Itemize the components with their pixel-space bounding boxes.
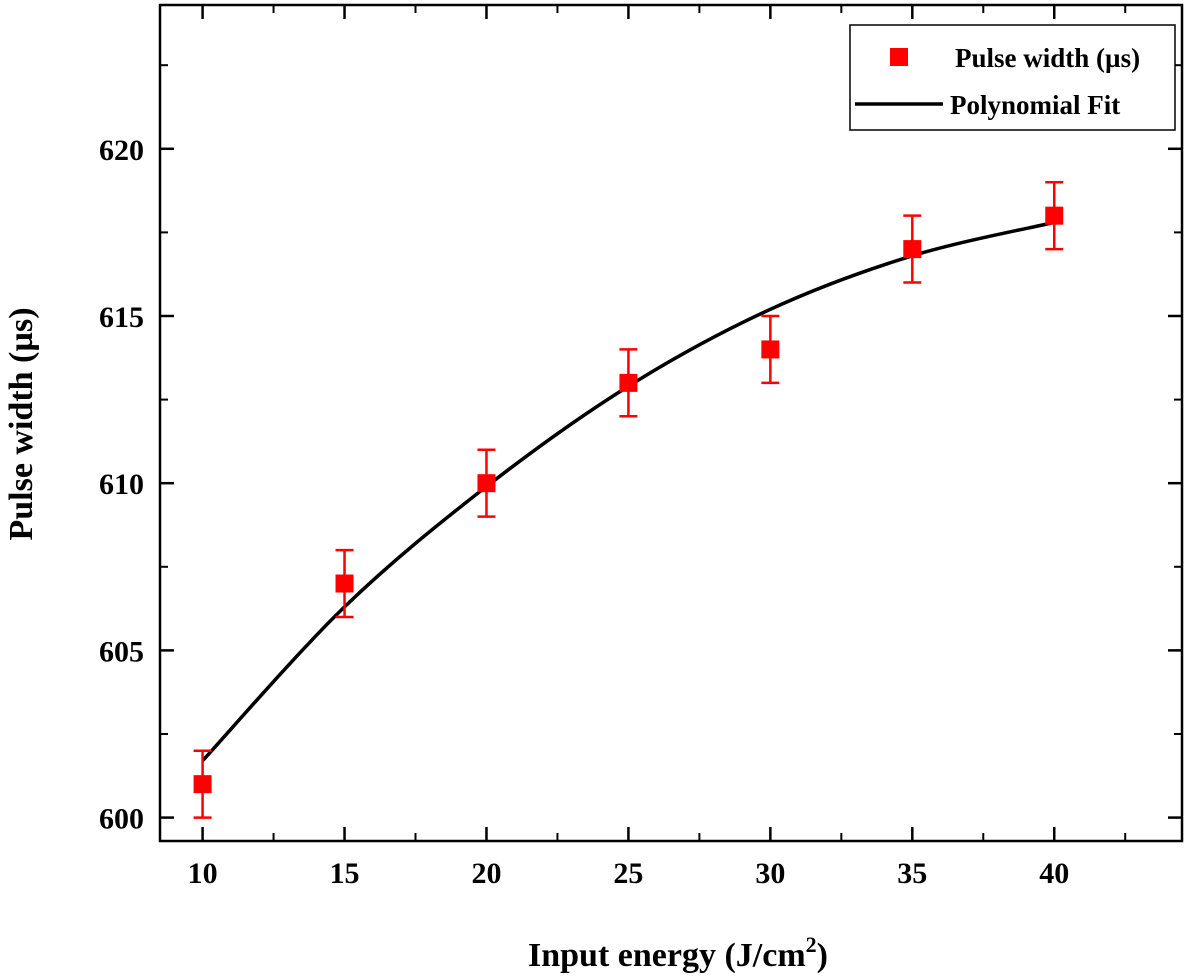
x-tick-label: 10 xyxy=(188,857,218,890)
x-tick-label: 40 xyxy=(1039,857,1069,890)
data-point xyxy=(619,373,638,392)
y-axis-ticks: 600 605 610 615 620 xyxy=(99,64,1182,836)
y-tick-label: 610 xyxy=(99,468,144,501)
fit-layer xyxy=(201,220,1055,762)
data-point xyxy=(477,474,496,493)
y-axis-title: Pulse width (µs) xyxy=(3,307,40,540)
data-point xyxy=(1045,206,1064,225)
legend-label-polynomial-fit: Polynomial Fit xyxy=(950,90,1120,120)
x-axis-title-superscript: 2 xyxy=(806,932,817,957)
data-point xyxy=(193,775,212,794)
legend-box xyxy=(849,24,1176,131)
data-point xyxy=(761,340,780,359)
x-axis-title-close: ) xyxy=(817,937,828,974)
y-tick-label: 605 xyxy=(99,635,144,668)
x-tick-label: 35 xyxy=(897,857,927,890)
y-tick-label: 615 xyxy=(99,301,144,334)
y-tick-label: 600 xyxy=(99,803,144,836)
y-tick-label: 620 xyxy=(99,134,144,167)
legend: Pulse width (µs) Polynomial Fit xyxy=(849,24,1176,131)
x-tick-label: 20 xyxy=(471,857,501,890)
polynomial-fit-line xyxy=(201,220,1055,762)
x-tick-label: 25 xyxy=(613,857,643,890)
x-axis-ticks: 10 15 20 25 30 35 40 xyxy=(188,5,1127,890)
legend-marker-pulse-width xyxy=(890,48,908,66)
x-axis-title-main: Input energy (J/cm xyxy=(528,937,806,974)
points-layer xyxy=(193,180,1064,819)
plot-frame xyxy=(158,3,1184,843)
x-tick-label: 30 xyxy=(755,857,785,890)
data-point xyxy=(903,240,922,259)
x-axis-title: Input energy (J/cm2) xyxy=(528,932,828,974)
data-point xyxy=(335,574,354,593)
x-tick-label: 15 xyxy=(330,857,360,890)
legend-label-pulse-width: Pulse width (µs) xyxy=(955,43,1140,73)
